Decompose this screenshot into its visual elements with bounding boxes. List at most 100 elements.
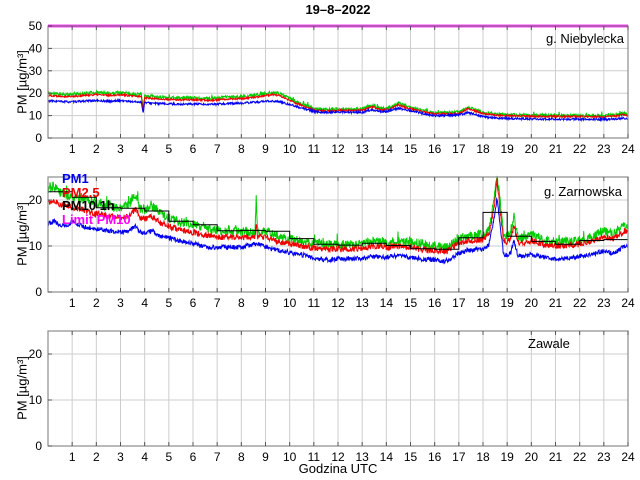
x-tick-label: 23: [597, 142, 611, 156]
x-tick-label: 10: [283, 142, 297, 156]
x-tick-label: 2: [93, 450, 100, 464]
x-tick-label: 22: [573, 142, 587, 156]
series-pm1: [48, 98, 628, 123]
x-tick-label: 13: [355, 142, 369, 156]
x-tick-label: 3: [117, 450, 124, 464]
x-tick-label: 16: [428, 296, 442, 310]
subplot-2-axes: 1 2 3 4 5 6 7 8 9 10 11 12 13 14 15 16 17 18 19 20 21 22 23 240…: [29, 330, 635, 464]
x-tick-label: 21: [549, 450, 563, 464]
x-tick-label: 2: [93, 142, 100, 156]
y-tick-label: 10: [29, 109, 43, 123]
x-tick-label: 18: [476, 450, 490, 464]
x-tick-label: 5: [165, 296, 172, 310]
x-tick-label: 9: [262, 142, 269, 156]
x-tick-label: 1: [69, 296, 76, 310]
x-tick-label: 21: [549, 296, 563, 310]
x-tick-label: 16: [428, 450, 442, 464]
x-tick-label: 5: [165, 450, 172, 464]
x-axis-label: Godzina UTC: [298, 461, 378, 476]
subplot-2-grid: [48, 331, 628, 446]
x-tick-label: 1: [69, 450, 76, 464]
station-label-zarnowska: g. Zarnowska: [543, 184, 622, 199]
subplot-1: 1 2 3 4 5 6 7 8 9 10 11 12 13 14 15 16 17 18 19 20 21 22 23 240…: [29, 175, 635, 310]
x-tick-label: 12: [331, 450, 345, 464]
x-tick-label: 4: [141, 296, 148, 310]
x-tick-label: 2: [93, 296, 100, 310]
station-label-zawale: Zawale: [528, 336, 570, 351]
x-tick-label: 13: [355, 450, 369, 464]
x-tick-label: 21: [549, 142, 563, 156]
x-tick-label: 14: [380, 296, 394, 310]
x-tick-label: 7: [214, 296, 221, 310]
x-tick-label: 8: [238, 142, 245, 156]
x-tick-label: 10: [283, 450, 297, 464]
legend-item-pm1: PM1: [62, 171, 89, 186]
x-tick-label: 17: [452, 142, 466, 156]
subplot-1-axes: 1 2 3 4 5 6 7 8 9 10 11 12 13 14 15 16 17 18 19 20 21 22 23 240…: [29, 176, 635, 310]
x-tick-label: 11: [308, 450, 321, 464]
x-tick-label: 9: [262, 450, 269, 464]
x-tick-label: 8: [238, 450, 245, 464]
x-tick-label: 19: [500, 296, 514, 310]
x-tick-label: 9: [262, 296, 269, 310]
subplot-0-axes: 1 2 3 4 5 6 7 8 9 10 11 12 13 14 15 16 17 18 19 20 21 22 23 240…: [29, 19, 635, 156]
x-tick-label: 24: [621, 296, 635, 310]
x-tick-label: 11: [308, 142, 321, 156]
y-axis-label-zawale: PM [µg/m³]: [14, 356, 30, 420]
x-tick-label: 3: [117, 296, 124, 310]
y-tick-label: 40: [29, 41, 43, 55]
x-tick-label: 6: [190, 296, 197, 310]
x-tick-label: 22: [573, 296, 587, 310]
x-tick-label: 24: [621, 142, 635, 156]
x-tick-label: 17: [452, 450, 466, 464]
subplot-1-series: [48, 175, 628, 265]
x-tick-label: 13: [355, 296, 369, 310]
station-label-niebylecka: g. Niebylecka: [545, 31, 624, 46]
legend-item-limit-pm10: Limit PM10: [62, 211, 131, 227]
y-tick-label: 0: [35, 439, 42, 453]
x-tick-label: 19: [500, 450, 514, 464]
series-pm10: [48, 175, 628, 252]
x-tick-label: 20: [525, 296, 539, 310]
x-tick-label: 23: [597, 296, 611, 310]
x-tick-label: 20: [525, 142, 539, 156]
x-tick-label: 4: [141, 142, 148, 156]
x-tick-label: 20: [525, 450, 539, 464]
x-tick-label: 3: [117, 142, 124, 156]
x-tick-label: 22: [573, 450, 587, 464]
x-tick-label: 23: [597, 450, 611, 464]
subplot-2: 1 2 3 4 5 6 7 8 9 10 11 12 13 14 15 16 17 18 19 20 21 22 23 240…: [29, 330, 635, 464]
y-tick-label: 30: [29, 64, 43, 78]
x-tick-label: 14: [380, 142, 394, 156]
x-tick-label: 16: [428, 142, 442, 156]
x-tick-label: 5: [165, 142, 172, 156]
y-tick-label: 20: [29, 347, 43, 361]
x-tick-label: 1: [69, 142, 76, 156]
legend-item-pm10-1h: PM10 1h: [62, 198, 115, 213]
x-tick-label: 6: [190, 142, 197, 156]
legend-item-pm2-5: PM2.5: [62, 184, 100, 200]
page-title: 19–8–2022: [305, 2, 371, 17]
x-tick-label: 12: [331, 296, 345, 310]
x-tick-label: 10: [283, 296, 297, 310]
x-tick-label: 18: [476, 142, 490, 156]
series-pm1: [48, 196, 628, 265]
x-tick-label: 14: [380, 450, 394, 464]
y-tick-label: 10: [29, 393, 43, 407]
y-tick-label: 20: [29, 86, 43, 100]
x-tick-label: 7: [214, 450, 221, 464]
y-tick-label: 0: [35, 131, 42, 145]
x-tick-label: 15: [404, 296, 418, 310]
subplot-1-grid: [48, 177, 628, 292]
series-pm10-1h: [48, 191, 628, 250]
x-tick-label: 15: [404, 142, 418, 156]
series-pm2-5: [48, 92, 628, 119]
y-tick-label: 0: [35, 285, 42, 299]
x-tick-label: 6: [190, 450, 197, 464]
subplot-0-grid: [48, 26, 628, 138]
y-tick-label: 50: [29, 19, 43, 33]
x-tick-label: 4: [141, 450, 148, 464]
x-tick-label: 11: [308, 296, 321, 310]
